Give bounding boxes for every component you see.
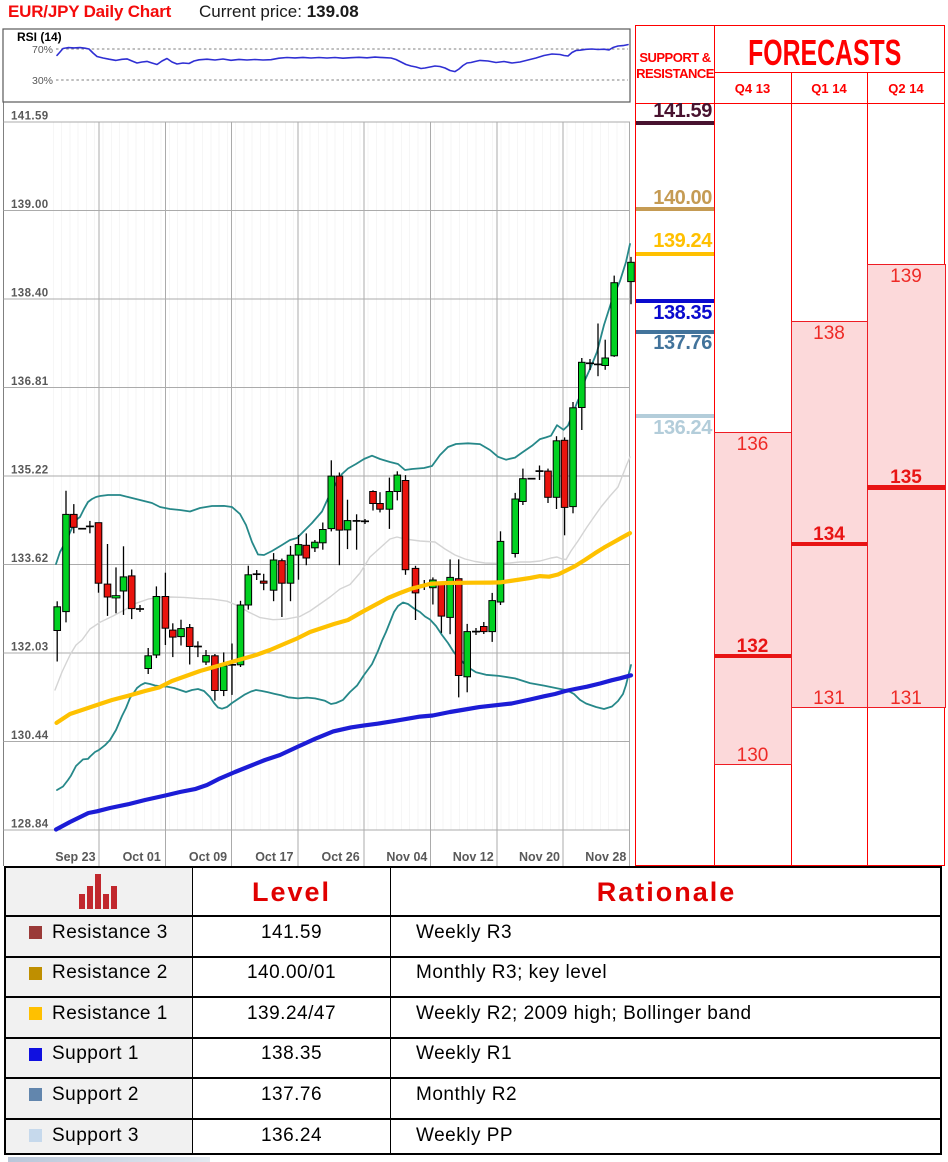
svg-text:138.40: 138.40 xyxy=(11,288,49,300)
svg-text:Nov 28: Nov 28 xyxy=(585,850,626,864)
svg-text:Nov 04: Nov 04 xyxy=(386,850,427,864)
svg-text:RSI (14): RSI (14) xyxy=(17,30,62,44)
svg-text:141.59: 141.59 xyxy=(11,111,49,123)
svg-text:128.84: 128.84 xyxy=(11,819,49,831)
svg-text:139.00: 139.00 xyxy=(11,199,49,211)
svg-text:136.81: 136.81 xyxy=(11,376,49,388)
svg-text:Nov 20: Nov 20 xyxy=(519,850,560,864)
svg-text:30%: 30% xyxy=(32,75,53,87)
svg-text:135.22: 135.22 xyxy=(11,465,49,477)
svg-text:130.44: 130.44 xyxy=(11,730,49,742)
svg-text:Nov 12: Nov 12 xyxy=(453,850,494,864)
svg-text:Oct 17: Oct 17 xyxy=(255,850,293,864)
svg-text:Oct 01: Oct 01 xyxy=(123,850,161,864)
svg-text:132.03: 132.03 xyxy=(11,642,49,654)
svg-text:Sep 23: Sep 23 xyxy=(55,850,95,864)
svg-text:Oct 09: Oct 09 xyxy=(189,850,227,864)
svg-text:70%: 70% xyxy=(32,44,53,56)
svg-text:Oct 26: Oct 26 xyxy=(321,850,359,864)
svg-text:133.62: 133.62 xyxy=(11,553,49,565)
